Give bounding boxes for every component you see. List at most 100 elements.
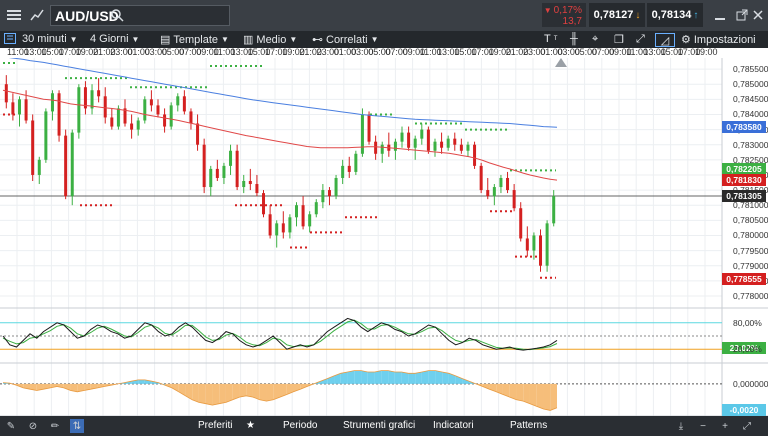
price-tag: 0,783580 xyxy=(722,121,766,134)
bid-price-button[interactable]: 0,78127 ↓ xyxy=(589,3,645,27)
current-price-marker[interactable] xyxy=(555,58,567,67)
indicators-tab[interactable]: Indicatori xyxy=(433,420,474,431)
macd-area xyxy=(198,383,206,404)
time-label: 05:00 xyxy=(574,47,598,57)
move-icon[interactable]: ⇅ xyxy=(70,419,84,433)
fullscreen-icon[interactable]: ⤢ xyxy=(636,33,645,45)
time-label: 13:00 xyxy=(230,47,254,57)
time-label: 11:00 xyxy=(7,47,29,57)
macd-area xyxy=(550,383,557,411)
bid-price: 0,78127 xyxy=(593,9,634,21)
macd-tick: 0,000000 xyxy=(733,378,768,389)
ask-price-button[interactable]: 0,78134 ↑ xyxy=(647,3,703,27)
template-icon: ▤ xyxy=(160,34,171,46)
price-tick: 0,781000 xyxy=(733,200,768,211)
price-tick: 0,780500 xyxy=(733,215,768,226)
time-label: 21:00 xyxy=(505,47,529,57)
tools-tab[interactable]: Strumenti grafici xyxy=(343,420,416,431)
macd-area xyxy=(529,383,537,407)
macd-line xyxy=(2,370,558,411)
symbol-label: AUD/USD xyxy=(55,7,119,24)
macd-area xyxy=(381,370,389,384)
price-chart[interactable] xyxy=(0,58,768,416)
search-icon[interactable] xyxy=(111,9,124,25)
candle-body xyxy=(440,141,444,148)
candle-body xyxy=(136,120,140,130)
macd-area xyxy=(354,370,362,384)
bookmark-icon[interactable]: ✎ xyxy=(6,420,16,432)
popout-icon[interactable] xyxy=(731,4,753,26)
zoom-in-icon[interactable]: + xyxy=(722,420,728,432)
candle-body xyxy=(354,153,358,172)
macd-area xyxy=(286,383,294,395)
bottom-bar: ✎ ⊘ ✏ ⇅ Preferiti ★ Periodo Strumenti gr… xyxy=(0,416,768,436)
draw-tool-icon[interactable]: ◿ xyxy=(655,33,675,47)
time-label: 01:00 xyxy=(127,47,150,57)
block-icon[interactable]: ⊘ xyxy=(28,420,38,432)
time-label: 23:00 xyxy=(110,47,133,57)
candle-body xyxy=(545,223,549,266)
candle-body xyxy=(308,214,312,227)
time-label: 11:00 xyxy=(626,47,649,57)
template-label: Template xyxy=(173,33,219,46)
price-tick: 0,778000 xyxy=(733,290,768,301)
candle-body xyxy=(347,165,351,172)
pencil-icon[interactable]: ✏ xyxy=(50,420,60,432)
favorites-tab[interactable]: Preferiti xyxy=(198,420,233,431)
average-selector[interactable]: ▥ Medio ▼ xyxy=(243,33,297,47)
settings-button[interactable]: ⚙ Impostazioni xyxy=(681,33,756,47)
candle-body xyxy=(4,84,8,103)
panel-icon[interactable] xyxy=(4,33,16,44)
range-selector[interactable]: 4 Giorni ▼ xyxy=(90,33,139,45)
macd-area xyxy=(374,370,382,384)
candle-body xyxy=(24,99,28,121)
minimize-icon[interactable] xyxy=(709,4,731,26)
menu-icon[interactable] xyxy=(3,4,25,26)
interval-selector[interactable]: 30 minuti ▼ xyxy=(22,33,78,45)
cursor-icon[interactable]: ⌖ xyxy=(592,33,599,45)
candle-body xyxy=(407,132,411,148)
macd-area xyxy=(421,370,429,384)
zoom-fit-icon[interactable]: ⤓ xyxy=(678,420,684,432)
chevron-down-icon: ▼ xyxy=(370,35,379,44)
candle-body xyxy=(163,114,167,127)
macd-area xyxy=(171,383,179,392)
candle-body xyxy=(380,144,384,154)
period-tab[interactable]: Periodo xyxy=(283,420,318,431)
change-percent: 0,17% xyxy=(553,5,582,16)
macd-area xyxy=(523,383,530,404)
expand-icon[interactable]: ⤢ xyxy=(743,420,751,432)
macd-area xyxy=(408,373,416,384)
star-icon[interactable]: ★ xyxy=(246,420,255,431)
template-selector[interactable]: ▤ Template ▼ xyxy=(160,33,229,47)
chart-icon[interactable] xyxy=(26,4,48,26)
related-selector[interactable]: ⊷ Correlati ▼ xyxy=(312,33,379,47)
zoom-out-icon[interactable]: − xyxy=(700,420,706,432)
candle-body xyxy=(176,96,180,106)
macd-area xyxy=(246,383,253,398)
candle-body xyxy=(552,196,556,224)
candle-body xyxy=(486,190,490,197)
symbol-selector[interactable]: AUD/USD xyxy=(50,5,230,26)
time-label: 23:00 xyxy=(523,47,546,57)
layers-icon[interactable]: ❐ xyxy=(614,34,624,46)
time-label: 19:00 xyxy=(488,47,512,57)
candle-body xyxy=(288,217,292,233)
time-label: 21:00 xyxy=(299,47,322,57)
time-label: 11:00 xyxy=(213,47,236,57)
price-tag: 0,782205 xyxy=(722,162,766,175)
candle-body xyxy=(182,96,186,112)
osc-tick: 80,00% xyxy=(733,317,762,328)
candle-body xyxy=(209,168,213,188)
macd-tag: -0,0020 xyxy=(722,404,766,417)
patterns-tab[interactable]: Patterns xyxy=(510,420,548,431)
candle-body xyxy=(400,132,404,142)
crosshair-icon[interactable]: ╫ xyxy=(570,33,578,45)
link-icon: ⊷ xyxy=(312,34,323,46)
macd-area xyxy=(543,383,551,411)
close-icon[interactable] xyxy=(747,4,768,26)
macd-area xyxy=(401,371,409,384)
time-label: 19:00 xyxy=(695,47,718,57)
time-label: 19:00 xyxy=(75,47,99,57)
